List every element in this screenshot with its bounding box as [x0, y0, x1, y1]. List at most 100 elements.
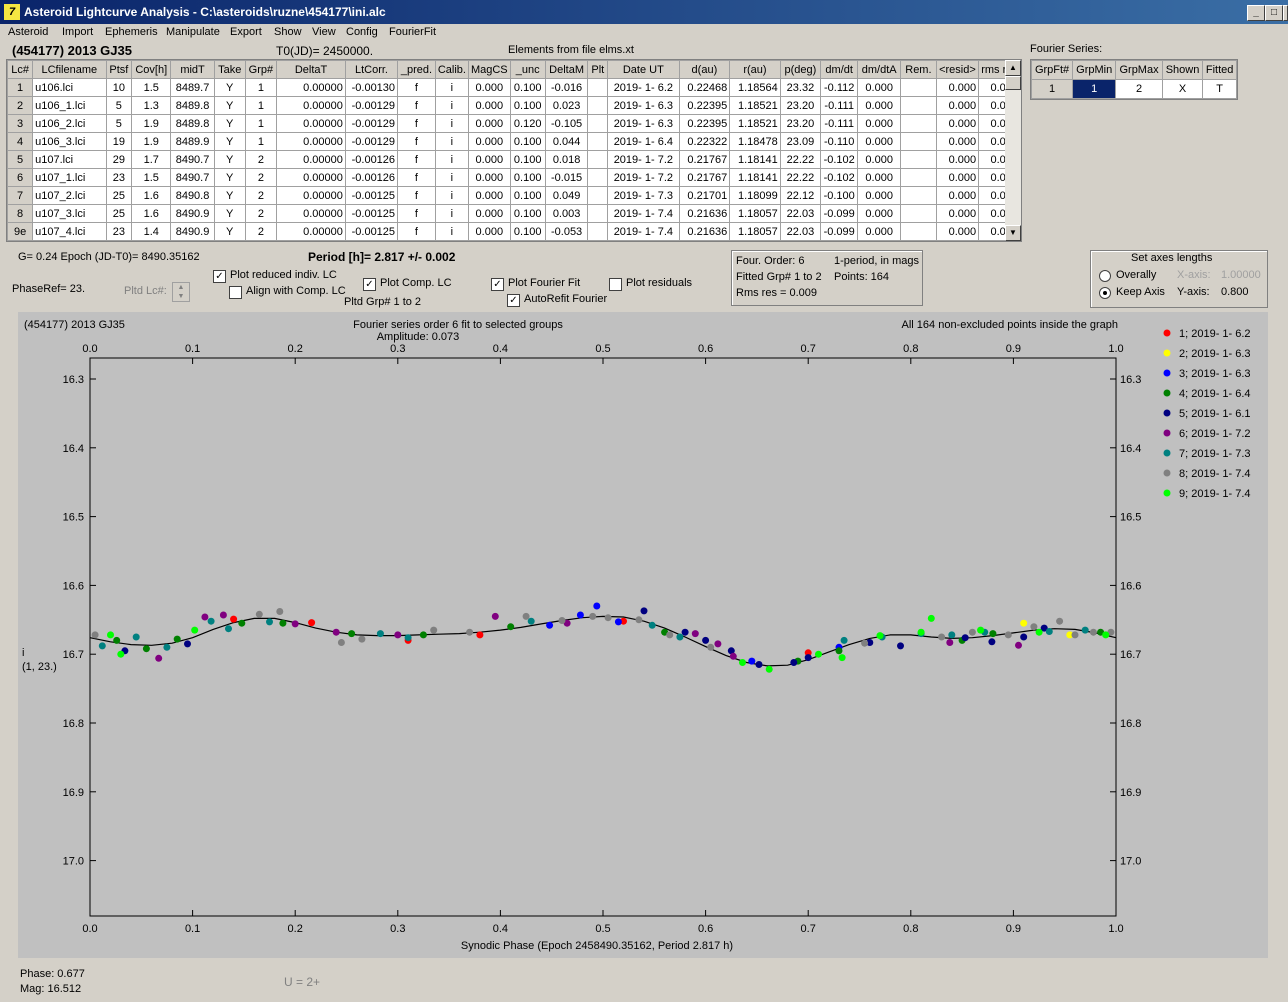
lc-cell[interactable]: i [434, 204, 469, 223]
lc-cell[interactable]: 0.00000 [276, 114, 346, 133]
lc-cell[interactable] [900, 186, 937, 205]
lc-cell[interactable]: u106.lci [32, 78, 107, 97]
lc-cell[interactable]: 2019- 1- 6.3 [607, 114, 680, 133]
lc-cell[interactable]: 2 [244, 150, 278, 169]
fs-col-grpmin[interactable]: GrpMin [1072, 60, 1117, 80]
lc-cell[interactable]: 23 [105, 222, 133, 241]
lc-cell[interactable]: 0.00000 [276, 186, 346, 205]
keep-axis-radio[interactable] [1099, 287, 1111, 299]
lc-cell[interactable]: -0.102 [820, 168, 859, 187]
lc-cell[interactable]: -0.105 [544, 114, 589, 133]
lc-cell[interactable]: i [434, 96, 469, 115]
lc-cell[interactable]: i [434, 132, 469, 151]
lc-cell[interactable]: 0.00000 [276, 78, 346, 97]
lc-cell[interactable] [587, 132, 609, 151]
lc-col-header[interactable]: DeltaT [276, 60, 346, 79]
close-button[interactable] [1283, 5, 1288, 21]
lc-col-header[interactable]: Cov[h] [131, 60, 172, 79]
lc-cell[interactable]: 0.120 [509, 114, 546, 133]
lc-cell[interactable]: u107_1.lci [32, 168, 107, 187]
lc-cell[interactable]: 1.18099 [729, 186, 781, 205]
lc-cell[interactable]: -0.00125 [344, 204, 399, 223]
lc-cell[interactable]: 0.000 [467, 132, 511, 151]
lc-cell[interactable] [587, 150, 609, 169]
scroll-up-icon[interactable]: ▲ [1005, 60, 1021, 76]
lc-cell[interactable]: 0.000 [935, 132, 980, 151]
lc-cell[interactable] [587, 186, 609, 205]
fs-cell-shown[interactable]: X [1161, 79, 1204, 99]
lc-col-header[interactable]: Grp# [244, 60, 278, 79]
lc-cell[interactable]: -0.110 [820, 132, 859, 151]
lc-cell[interactable]: f [397, 114, 436, 133]
maximize-button[interactable]: □ [1265, 5, 1283, 21]
lc-cell[interactable]: 1.6 [131, 186, 172, 205]
lc-cell[interactable]: 1.3 [131, 96, 172, 115]
lc-cell[interactable]: Y [213, 114, 246, 133]
lc-table-row[interactable]: 1 u106.lci 10 1.5 8489.7 Y 1 0.00000 -0.00130 f i 0… [7, 78, 1021, 97]
lc-cell[interactable]: -0.099 [820, 204, 859, 223]
lc-cell[interactable]: 8489.9 [170, 132, 215, 151]
lc-cell[interactable]: 0.000 [857, 78, 902, 97]
lc-cell[interactable]: 22.03 [779, 222, 822, 241]
lc-cell[interactable]: i [434, 114, 469, 133]
lc-cell[interactable]: 8489.8 [170, 96, 215, 115]
lc-col-header[interactable]: Lc# [7, 60, 34, 79]
lc-cell[interactable] [900, 132, 937, 151]
lc-cell[interactable]: 22.12 [779, 186, 822, 205]
lc-cell[interactable]: 0.000 [467, 96, 511, 115]
fs-cell-fitted[interactable]: T [1202, 79, 1237, 99]
lc-cell[interactable]: 0.000 [857, 204, 902, 223]
lc-cell[interactable]: -0.111 [820, 96, 859, 115]
lc-table-row[interactable]: 4 u106_3.lci 19 1.9 8489.9 Y 1 0.00000 -0.00129 f… [7, 132, 1021, 151]
lc-cell[interactable]: 25 [105, 186, 133, 205]
lc-cell[interactable]: 0.000 [467, 150, 511, 169]
lc-cell[interactable]: 0.000 [467, 204, 511, 223]
lc-cell[interactable]: Y [213, 96, 246, 115]
lc-cell[interactable]: -0.00130 [344, 78, 399, 97]
lc-cell[interactable]: Y [213, 186, 246, 205]
lc-cell[interactable]: 0.000 [857, 222, 902, 241]
lc-cell[interactable]: 8490.8 [170, 186, 215, 205]
lc-cell[interactable] [900, 114, 937, 133]
lc-cell[interactable]: 1.18141 [729, 150, 781, 169]
menu-view[interactable]: View [312, 26, 336, 38]
table-scrollbar[interactable]: ▲ ▼ [1005, 60, 1021, 241]
lc-cell[interactable]: 0.100 [509, 204, 546, 223]
lc-cell[interactable]: Y [213, 204, 246, 223]
lc-table-row[interactable]: 7 u107_2.lci 25 1.6 8490.8 Y 2 0.00000 -0.00125 f… [7, 186, 1021, 205]
lc-cell[interactable]: f [397, 186, 436, 205]
lc-cell[interactable]: 19 [105, 132, 133, 151]
lc-cell[interactable]: f [397, 168, 436, 187]
lc-col-header[interactable]: Rem. [900, 60, 937, 79]
lc-cell[interactable]: 0.21767 [678, 150, 731, 169]
lc-col-header[interactable]: dm/dtA [857, 60, 902, 79]
lc-cell[interactable]: 1 [244, 96, 278, 115]
lc-cell[interactable]: 0.21701 [678, 186, 731, 205]
lc-cell[interactable]: -0.112 [820, 78, 859, 97]
lc-cell[interactable]: 0.000 [467, 222, 511, 241]
lightcurve-table[interactable]: Lc# LCfilename Ptsf Cov[h] midT Take Grp# Delta… [6, 59, 1022, 242]
lc-cell[interactable]: 2 [244, 168, 278, 187]
lc-cell[interactable]: 0.22395 [678, 96, 731, 115]
lc-cell[interactable] [900, 168, 937, 187]
lc-cell[interactable]: i [434, 78, 469, 97]
lc-cell[interactable]: -0.099 [820, 222, 859, 241]
pltd-lc-spinner[interactable]: ▲ ▼ [172, 282, 190, 302]
lc-cell[interactable]: 0.21636 [678, 204, 731, 223]
lc-cell[interactable]: 1.18564 [729, 78, 781, 97]
lc-table-row[interactable]: 6 u107_1.lci 23 1.5 8490.7 Y 2 0.00000 -0.00126 f… [7, 168, 1021, 187]
lc-cell[interactable]: 0.000 [467, 78, 511, 97]
lc-cell[interactable]: 9e [7, 222, 34, 241]
lc-cell[interactable]: -0.00125 [344, 222, 399, 241]
lc-cell[interactable]: u106_3.lci [32, 132, 107, 151]
lc-cell[interactable]: -0.00126 [344, 150, 399, 169]
lc-cell[interactable]: 8490.9 [170, 204, 215, 223]
lc-cell[interactable]: 0.100 [509, 150, 546, 169]
lc-cell[interactable]: 0.000 [857, 114, 902, 133]
lc-cell[interactable]: 0.049 [544, 186, 589, 205]
lc-col-header[interactable]: d(au) [678, 60, 731, 79]
lc-cell[interactable]: 0.000 [467, 114, 511, 133]
lc-cell[interactable]: 23.20 [779, 96, 822, 115]
lc-cell[interactable]: 22.22 [779, 168, 822, 187]
lc-col-header[interactable]: r(au) [729, 60, 781, 79]
